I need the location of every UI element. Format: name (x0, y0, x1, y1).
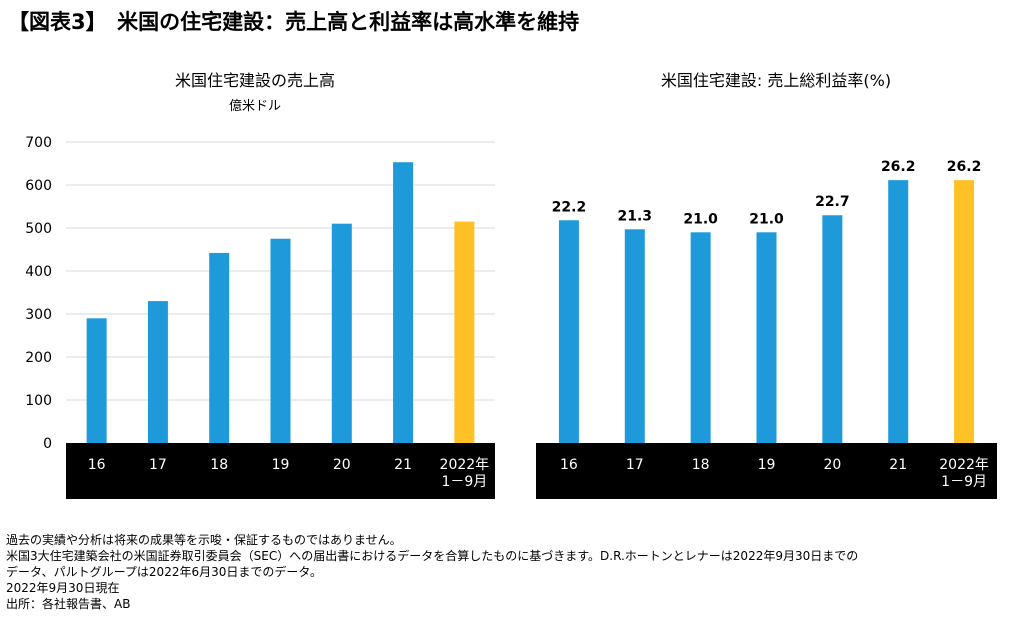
footnote-origin: 出所：各社報告書、AB (6, 597, 131, 611)
data-label: 26.2 (947, 159, 982, 175)
y-tick-label: 100 (25, 393, 52, 409)
x-tick-label: 1－9月 (941, 474, 987, 490)
chart-2-bar (558, 220, 579, 443)
y-tick-label: 700 (25, 135, 52, 151)
chart-2-bar (756, 232, 777, 443)
x-tick-label: 18 (210, 457, 228, 473)
chart-1-bar (331, 223, 352, 443)
chart-1-subtitle: 億米ドル (229, 98, 281, 114)
data-label: 21.3 (618, 208, 653, 224)
x-tick-label: 19 (758, 457, 776, 473)
chart-2-bar (822, 215, 843, 443)
chart-1-bar (393, 162, 414, 443)
x-tick-label: 20 (333, 457, 351, 473)
chart-1-title: 米国住宅建設の売上高 (175, 71, 335, 90)
footnote-date: 2022年9月30日現在 (6, 581, 120, 595)
y-tick-label: 300 (25, 307, 52, 323)
page-title: 【図表3】 米国の住宅建設：売上高と利益率は高水準を維持 (8, 10, 580, 34)
x-tick-label: 21 (889, 457, 907, 473)
footnote-disclaimer: 過去の実績や分析は将来の成果等を示唆・保証するものではありません。 (6, 533, 402, 547)
x-tick-label: 21 (394, 457, 412, 473)
x-tick-label: 16 (88, 457, 106, 473)
data-label: 22.7 (815, 194, 850, 210)
data-label: 21.0 (683, 211, 718, 227)
x-tick-label: 19 (272, 457, 290, 473)
y-tick-label: 0 (43, 436, 52, 452)
chart-2-bar (954, 180, 975, 444)
chart-2-bar (690, 232, 711, 443)
chart-1-x-axis-band (66, 443, 495, 499)
x-tick-label: 16 (560, 457, 578, 473)
y-tick-label: 400 (25, 264, 52, 280)
footnote-source-2: データ、パルトグループは2022年6月30日までのデータ。 (6, 565, 323, 579)
data-label: 26.2 (881, 159, 916, 175)
x-tick-label: 17 (626, 457, 644, 473)
x-tick-label: 17 (149, 457, 167, 473)
chart-1-bar (86, 318, 107, 443)
data-label: 21.0 (749, 211, 784, 227)
chart-2-bar (624, 229, 645, 443)
x-tick-label: 2022年 (939, 457, 989, 473)
y-tick-label: 200 (25, 350, 52, 366)
y-tick-label: 500 (25, 221, 52, 237)
chart-2-x-axis-band (536, 443, 997, 499)
data-label: 22.2 (552, 199, 587, 215)
chart-2-bar (888, 180, 909, 444)
x-tick-label: 18 (692, 457, 710, 473)
chart-1-bar (454, 221, 475, 443)
footnotes: 過去の実績や分析は将来の成果等を示唆・保証するものではありません。 米国3大住宅… (6, 532, 1016, 612)
y-tick-label: 600 (25, 178, 52, 194)
chart-1-bar (270, 238, 291, 443)
x-tick-label: 1－9月 (441, 474, 487, 490)
chart-1-bar (147, 301, 168, 443)
x-tick-label: 2022年 (440, 457, 490, 473)
chart-1-bar (209, 252, 230, 443)
x-tick-label: 20 (823, 457, 841, 473)
chart-2-title: 米国住宅建設: 売上総利益率(%) (661, 71, 891, 90)
footnote-source-1: 米国3大住宅建築会社の米国証券取引委員会（SEC）への届出書におけるデータを合算… (6, 549, 859, 563)
